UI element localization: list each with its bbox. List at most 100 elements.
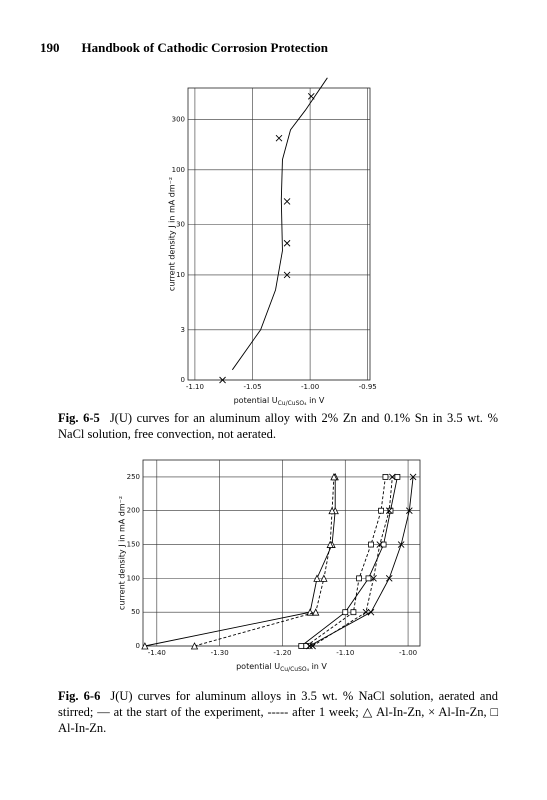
- marker-stroke: [385, 507, 393, 515]
- y-tick-label: 100: [172, 166, 185, 174]
- marker-stroke: [307, 93, 315, 100]
- marker-square: [368, 541, 374, 548]
- marker-square: [394, 474, 401, 480]
- x-tick-label: -1.30: [211, 649, 229, 657]
- y-tick-label: 0: [181, 376, 185, 384]
- y-tick-label: 3: [181, 326, 185, 334]
- marker-triangle: [330, 473, 338, 481]
- series-line: [231, 77, 328, 371]
- y-tick-label: 30: [176, 221, 185, 229]
- caption-text: J(U) curves for an aluminum alloy with 2…: [58, 411, 498, 441]
- marker-x: [385, 575, 393, 582]
- x-axis-label-part: in V: [309, 662, 327, 671]
- y-tick-label: 250: [127, 473, 140, 481]
- marker-x: [370, 575, 377, 582]
- marker-stroke: [283, 198, 291, 205]
- marker-square: [365, 575, 372, 582]
- marker-stroke: [389, 473, 396, 481]
- x-axis-label-part: Cu/CuSO₄: [280, 666, 310, 673]
- marker-triangle: [320, 574, 328, 582]
- y-tick-label: 50: [131, 608, 140, 616]
- marker-stroke: [283, 239, 291, 247]
- x-tick-label: -1.00: [301, 383, 319, 391]
- series-line: [306, 476, 386, 647]
- x-tick-label: -1.20: [273, 649, 291, 657]
- caption-text: J(U) curves for aluminum alloys in 3.5 w…: [58, 689, 498, 735]
- marker-stroke: [309, 642, 316, 650]
- y-tick-label: 10: [176, 271, 185, 279]
- y-tick-label: 100: [127, 574, 140, 582]
- page-number: 190: [40, 40, 60, 55]
- marker-stroke: [376, 541, 384, 548]
- caption-label: Fig. 6-5: [58, 411, 100, 425]
- x-tick-label: -1.05: [243, 383, 261, 391]
- x-tick-label: -1.10: [336, 649, 354, 657]
- book-title: Handbook of Cathodic Corrosion Protectio…: [81, 40, 329, 55]
- y-tick-label: 150: [127, 541, 140, 549]
- y-axis-label: current density J in mA dm⁻²: [168, 177, 177, 291]
- marker-x: [283, 239, 291, 247]
- marker-square: [387, 507, 394, 514]
- x-tick-label: -1.10: [186, 383, 204, 391]
- marker-square: [298, 643, 305, 649]
- marker-x: [406, 507, 413, 515]
- series-line: [144, 476, 336, 647]
- marker-triangle: [313, 574, 321, 582]
- marker-stroke: [219, 376, 226, 384]
- marker-stroke: [370, 575, 377, 582]
- x-tick-label: -1.00: [399, 649, 417, 657]
- y-tick-label: 200: [127, 507, 140, 515]
- series-line: [312, 476, 393, 647]
- running-header: 190 Handbook of Cathodic Corrosion Protec…: [40, 40, 350, 56]
- marker-x: [367, 608, 375, 616]
- marker-x: [309, 642, 316, 650]
- marker-x: [409, 473, 417, 481]
- marker-x: [283, 198, 291, 205]
- caption-label: Fig. 6-6: [58, 689, 101, 703]
- marker-x: [362, 608, 370, 616]
- marker-stroke: [367, 608, 375, 616]
- y-tick-label: 0: [136, 642, 140, 650]
- caption: Fig. 6-5 J(U) curves for an aluminum allo…: [58, 410, 498, 442]
- marker-x: [219, 376, 226, 384]
- marker-stroke: [406, 507, 413, 515]
- marker-x: [306, 642, 313, 650]
- marker-square: [382, 474, 389, 480]
- marker-stroke: [306, 642, 313, 650]
- series-line: [194, 476, 335, 647]
- marker-stroke: [409, 473, 417, 481]
- x-tick-label: -1.40: [148, 649, 166, 657]
- series-line: [301, 476, 398, 647]
- y-tick-label: 300: [172, 116, 185, 124]
- x-axis-label-part: in V: [307, 396, 325, 405]
- x-axis-label-part: potential U: [236, 662, 280, 671]
- plot-frame: [187, 87, 371, 381]
- marker-square: [378, 507, 384, 514]
- marker-square: [356, 575, 362, 582]
- marker-stroke: [362, 608, 370, 616]
- marker-stroke: [385, 575, 393, 582]
- marker-x: [385, 507, 393, 515]
- y-axis-label: current density J in mA dm⁻²: [118, 496, 127, 610]
- marker-stroke: [397, 541, 405, 548]
- marker-triangle: [328, 506, 336, 515]
- marker-square: [342, 609, 349, 616]
- marker-triangle: [312, 608, 320, 616]
- marker-x: [397, 541, 405, 548]
- marker-square: [380, 541, 387, 548]
- x-axis-label: potential UCu/CuSO₄ in V: [234, 396, 325, 408]
- x-axis-label-part: Cu/CuSO₄: [278, 400, 308, 407]
- x-tick-label: -0.95: [359, 383, 377, 391]
- marker-square: [350, 609, 357, 616]
- marker-triangle: [141, 642, 149, 650]
- marker-square: [303, 643, 310, 649]
- series-line: [309, 476, 414, 647]
- marker-x: [275, 134, 283, 142]
- marker-triangle: [326, 540, 334, 548]
- marker-stroke: [283, 271, 291, 279]
- x-axis-label: potential UCu/CuSO₄ in V: [236, 662, 327, 674]
- caption: Fig. 6-6 J(U) curves for aluminum alloys …: [58, 688, 498, 736]
- marker-x: [376, 541, 384, 548]
